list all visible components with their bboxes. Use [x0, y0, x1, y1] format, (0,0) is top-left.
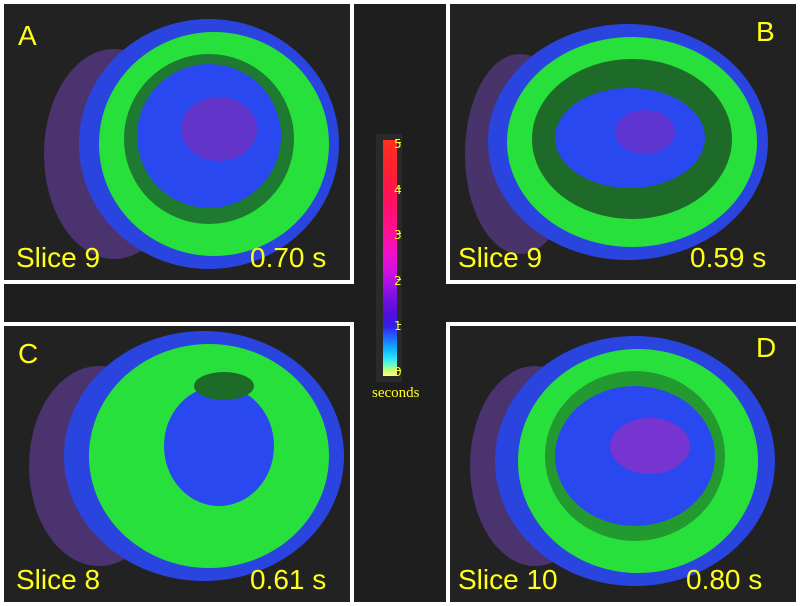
colorbar-gradient — [383, 140, 397, 376]
panel-frame — [2, 2, 350, 280]
slice-label: Slice 9 — [16, 242, 101, 273]
panel-frame — [448, 322, 798, 604]
time-label: 0.70 s — [250, 242, 327, 273]
panel-c: C Slice 8 0.61 s — [4, 326, 350, 602]
heart-slice-image-d — [470, 336, 775, 586]
panel-frame — [448, 2, 798, 282]
colorbar-tickmark — [397, 324, 401, 325]
slice-label: Slice 10 — [458, 564, 558, 595]
panel-letter: C — [18, 338, 39, 369]
slice-label: Slice 8 — [16, 564, 101, 595]
colorbar-tickmark — [397, 233, 401, 234]
colorbar-tick-label: 0 — [394, 365, 402, 379]
colorbar-tick-label: 2 — [394, 274, 402, 288]
panel-frame — [2, 322, 354, 604]
slice-label: Slice 9 — [458, 242, 543, 273]
colorbar-tickmark — [397, 142, 401, 143]
panel-b: B Slice 9 0.59 s — [450, 4, 796, 280]
panel-d: D Slice 10 0.80 s — [450, 326, 796, 602]
heart-slice-image-a — [44, 19, 339, 269]
time-label: 0.61 s — [250, 564, 327, 595]
panel-letter: A — [18, 20, 37, 51]
colorbar-tickmark — [397, 370, 401, 371]
time-label: 0.80 s — [686, 564, 763, 595]
colorbar-tickmark — [397, 188, 401, 189]
colorbar-tick-label: 5 — [394, 137, 402, 151]
panel-a: A Slice 9 0.70 s — [4, 4, 350, 280]
heart-slice-image-c — [29, 331, 344, 581]
panel-letter: D — [756, 332, 777, 363]
panel-letter: B — [756, 16, 775, 47]
heart-slice-image-b — [465, 24, 768, 260]
colorbar-unit-label: seconds — [372, 385, 420, 401]
time-label: 0.59 s — [690, 242, 767, 273]
colorbar-tick-label: 1 — [394, 319, 402, 333]
colorbar: 5 4 3 2 1 0 seconds — [372, 134, 438, 414]
colorbar-tick-label: 3 — [394, 228, 402, 242]
colorbar-tickmark — [397, 279, 401, 280]
colorbar-tick-label: 4 — [394, 183, 402, 197]
